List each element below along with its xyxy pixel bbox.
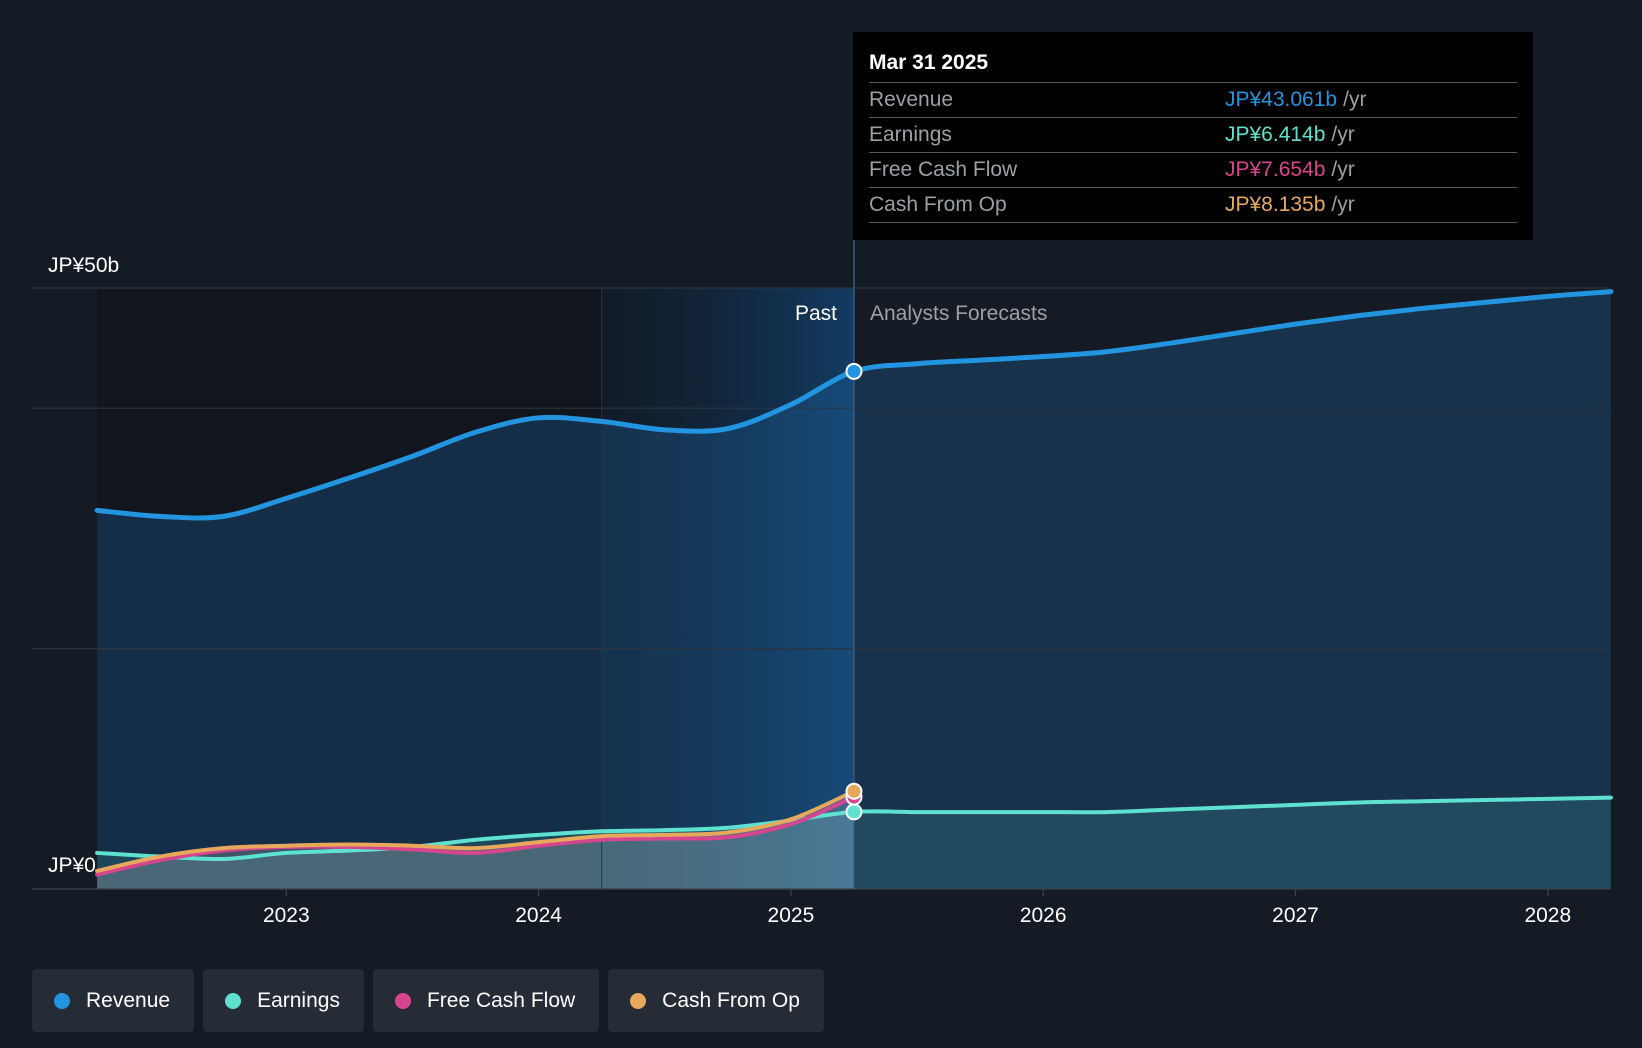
free-cash-flow-line bbox=[95, 794, 856, 877]
tooltip-label: Free Cash Flow bbox=[869, 158, 1018, 181]
x-tick-label: 2023 bbox=[263, 904, 310, 927]
x-tick-label: 2024 bbox=[515, 904, 562, 927]
tooltip-label: Cash From Op bbox=[869, 193, 1007, 216]
legend-label: Cash From Op bbox=[662, 988, 800, 1012]
tooltip-unit: /yr bbox=[1331, 193, 1355, 216]
earnings-point bbox=[845, 803, 863, 821]
legend-label: Free Cash Flow bbox=[426, 988, 576, 1012]
revenue-line bbox=[94, 289, 1614, 521]
cash-from-op-line bbox=[95, 789, 856, 873]
tooltip-value: JP¥6.414b bbox=[1225, 123, 1326, 146]
revenue-dot-icon bbox=[54, 992, 70, 1009]
tooltip-value: JP¥43.061b bbox=[1225, 88, 1338, 111]
legend-label: Earnings bbox=[257, 988, 340, 1012]
revenue-point bbox=[845, 362, 863, 380]
legend-item-free-cash-flow[interactable]: Free Cash Flow bbox=[372, 969, 600, 1032]
legend-item-earnings[interactable]: Earnings bbox=[203, 969, 364, 1032]
tooltip-label: Revenue bbox=[869, 88, 954, 111]
cash-from-op-area bbox=[97, 791, 854, 889]
x-tick-label: 2025 bbox=[768, 904, 815, 927]
tooltip: Mar 31 2025 Revenue JP¥43.061b /yr Earni… bbox=[853, 32, 1533, 240]
tooltip-row-earnings: Earnings JP¥6.414b /yr bbox=[869, 118, 1517, 153]
y-tick-label-max: JP¥50b bbox=[48, 254, 119, 277]
earnings-dot-icon bbox=[225, 992, 242, 1009]
x-tick-label: 2027 bbox=[1272, 904, 1319, 927]
x-tick-label: 2028 bbox=[1524, 904, 1571, 927]
y-tick-label-min: JP¥0 bbox=[48, 854, 96, 877]
tooltip-value: JP¥8.135b bbox=[1225, 193, 1326, 216]
tooltip-row-revenue: Revenue JP¥43.061b /yr bbox=[869, 83, 1517, 118]
tooltip-value: JP¥7.654b bbox=[1225, 158, 1326, 181]
x-tick-label: 2026 bbox=[1020, 904, 1067, 927]
forecast-label: Analysts Forecasts bbox=[870, 302, 1047, 325]
free-cash-flow-dot-icon bbox=[394, 992, 411, 1009]
legend-item-revenue[interactable]: Revenue bbox=[32, 969, 195, 1032]
legend-item-cash-from-op[interactable]: Cash From Op bbox=[608, 969, 824, 1032]
highlight-region bbox=[601, 288, 854, 889]
legend-label: Revenue bbox=[86, 988, 171, 1012]
legend: Revenue Earnings Free Cash Flow Cash Fro… bbox=[32, 969, 824, 1032]
tooltip-row-free-cash-flow: Free Cash Flow JP¥7.654b /yr bbox=[869, 153, 1517, 188]
cash-from-op-dot-icon bbox=[630, 992, 647, 1009]
tooltip-unit: /yr bbox=[1343, 88, 1367, 111]
tooltip-date: Mar 31 2025 bbox=[869, 46, 1517, 83]
tooltip-unit: /yr bbox=[1331, 123, 1355, 146]
tooltip-row-cash-from-op: Cash From Op JP¥8.135b /yr bbox=[869, 188, 1517, 223]
past-label: Past bbox=[795, 302, 837, 325]
tooltip-label: Earnings bbox=[869, 123, 952, 146]
tooltip-unit: /yr bbox=[1331, 158, 1355, 181]
past-background bbox=[97, 288, 602, 889]
cash-from-op-point bbox=[845, 782, 863, 800]
